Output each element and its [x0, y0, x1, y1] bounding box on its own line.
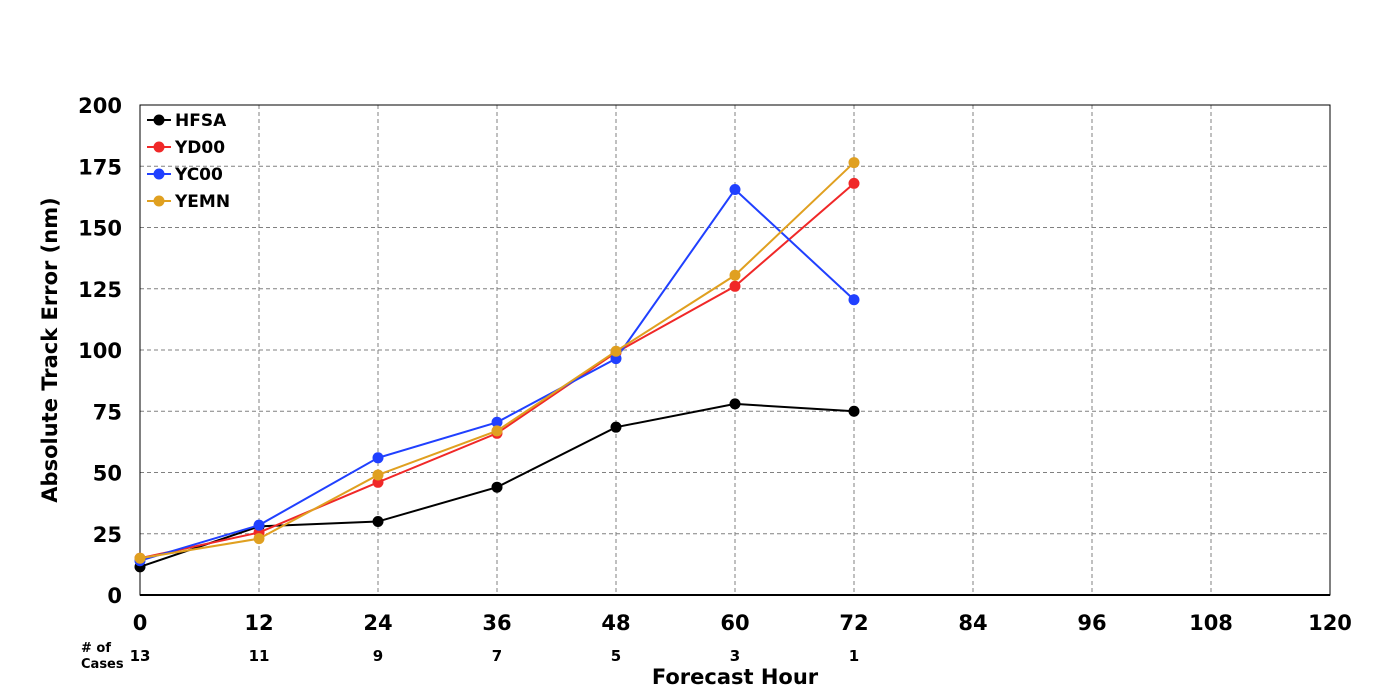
series-yemn — [134, 157, 860, 564]
x-tick-label: 84 — [958, 611, 987, 635]
data-point — [491, 481, 503, 493]
legend-label: YEMN — [174, 192, 230, 212]
data-point — [372, 452, 384, 464]
data-point — [729, 184, 741, 196]
y-tick-label: 0 — [107, 584, 122, 608]
case-count: 5 — [611, 647, 621, 665]
x-axis-title: Forecast Hour — [652, 665, 819, 689]
y-axis-title: Absolute Track Error (nm) — [38, 197, 62, 502]
data-point — [253, 519, 265, 531]
y-tick-label: 75 — [93, 400, 122, 424]
data-point — [610, 345, 622, 357]
data-point — [848, 157, 860, 169]
case-count: 9 — [373, 647, 383, 665]
y-tick-label: 25 — [93, 523, 122, 547]
legend-item-yemn: YEMN — [147, 192, 230, 212]
data-point — [729, 280, 741, 292]
data-point — [610, 421, 622, 433]
case-count: 1 — [849, 647, 859, 665]
data-point — [372, 469, 384, 481]
y-tick-label: 125 — [78, 278, 122, 302]
x-tick-label: 60 — [720, 611, 749, 635]
legend-item-hfsa: HFSA — [147, 111, 227, 131]
data-point — [848, 177, 860, 189]
data-point — [848, 294, 860, 306]
data-point — [729, 269, 741, 281]
data-point — [134, 552, 146, 564]
x-tick-label: 96 — [1077, 611, 1106, 635]
y-tick-label: 150 — [78, 217, 122, 241]
legend-item-yc00: YC00 — [147, 165, 223, 185]
case-count: 7 — [492, 647, 502, 665]
legend-label: HFSA — [175, 111, 227, 131]
case-count: 13 — [130, 647, 151, 665]
series-layer — [134, 157, 860, 573]
cases-header-line2: Cases — [81, 657, 124, 672]
data-point — [253, 533, 265, 545]
data-point — [491, 416, 503, 428]
data-point — [848, 405, 860, 417]
cases-header-line1: # of — [81, 641, 111, 656]
x-tick-label: 48 — [601, 611, 630, 635]
data-point — [491, 425, 503, 437]
legend: HFSA YD00 YC00 YEMN — [147, 111, 230, 212]
legend-label: YC00 — [174, 165, 223, 185]
data-point — [372, 516, 384, 527]
x-tick-label: 120 — [1308, 611, 1352, 635]
legend-marker — [153, 114, 165, 126]
x-tick-label: 24 — [363, 611, 392, 635]
legend-marker — [153, 195, 165, 207]
y-tick-label: 50 — [93, 462, 122, 486]
x-tick-label: 108 — [1189, 611, 1233, 635]
y-tick-label: 100 — [78, 339, 122, 363]
y-tick-label: 175 — [78, 155, 122, 179]
case-count: 11 — [249, 647, 270, 665]
legend-label: YD00 — [174, 138, 225, 158]
x-axis-ticks: 0 12 24 36 48 60 72 84 96 108 120 — [133, 611, 1352, 635]
case-count: 3 — [730, 647, 740, 665]
y-tick-label: 200 — [78, 94, 122, 118]
legend-item-yd00: YD00 — [147, 138, 225, 158]
data-point — [729, 398, 741, 410]
grid-lines — [140, 105, 1330, 595]
x-tick-label: 72 — [839, 611, 868, 635]
x-tick-label: 0 — [133, 611, 148, 635]
x-tick-label: 12 — [244, 611, 273, 635]
legend-marker — [153, 168, 165, 180]
x-tick-label: 36 — [482, 611, 511, 635]
legend-marker — [153, 141, 165, 153]
y-axis-ticks: 0 25 50 75 100 125 150 175 200 — [78, 94, 122, 608]
